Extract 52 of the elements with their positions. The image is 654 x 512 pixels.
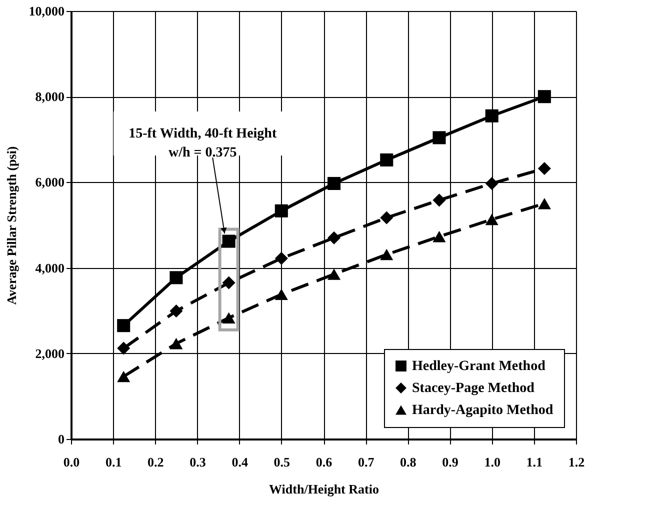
point	[485, 176, 498, 190]
y-tick-label: 10,000	[28, 4, 64, 18]
legend-label: Hardy-Agapito Method	[412, 403, 554, 418]
point	[222, 312, 236, 324]
y-tick-label: 4,000	[35, 260, 64, 276]
point	[538, 162, 551, 176]
point	[432, 230, 446, 242]
point	[222, 234, 236, 248]
x-tick-label: 0.0	[63, 454, 80, 470]
point	[328, 231, 341, 244]
point	[222, 276, 236, 290]
point	[117, 342, 130, 355]
x-tick-label: 1.1	[526, 454, 543, 470]
point	[485, 109, 498, 122]
point	[274, 252, 288, 265]
point	[538, 198, 551, 210]
x-tick-label: 0.8	[400, 454, 417, 470]
point	[538, 90, 551, 104]
legend-label: Stacey-Page Method	[412, 381, 535, 396]
point	[170, 271, 183, 284]
x-tick-label: 1.0	[484, 454, 500, 470]
point	[117, 370, 130, 382]
point	[274, 288, 288, 300]
x-tick-label: 0.4	[232, 454, 248, 470]
annotation: 15-ft Width, 40-ft Height w/h = 0.375	[128, 126, 277, 161]
point	[485, 214, 498, 226]
point	[274, 204, 288, 218]
point	[170, 304, 183, 318]
x-tick-label: 0.6	[316, 454, 333, 470]
legend-label: Hedley-Grant Method	[412, 359, 546, 374]
point	[380, 248, 394, 260]
point	[328, 268, 341, 280]
point	[432, 131, 446, 144]
x-tick-label: 0.5	[274, 454, 291, 470]
point	[380, 211, 394, 224]
y-tick-label: 2,000	[35, 346, 64, 361]
x-tick-label: 0.3	[190, 454, 206, 470]
point	[170, 338, 183, 350]
point	[380, 153, 394, 166]
x-axis-title: Width/Height Ratio	[269, 482, 379, 496]
point	[432, 194, 446, 207]
y-axis-title: Average Pillar Strength (psi)	[4, 146, 19, 305]
x-tick-label: 0.9	[442, 454, 459, 470]
point	[328, 176, 341, 190]
y-tick-label: 6,000	[35, 174, 64, 190]
x-tick-label: 1.2	[568, 454, 585, 470]
x-tick-label: 0.7	[358, 454, 375, 470]
x-tick-label: 0.1	[105, 454, 122, 470]
y-tick-label: 8,000	[35, 89, 64, 104]
point	[117, 319, 130, 332]
x-tick-label: 0.2	[148, 454, 164, 470]
y-tick-label: 0	[58, 432, 64, 446]
